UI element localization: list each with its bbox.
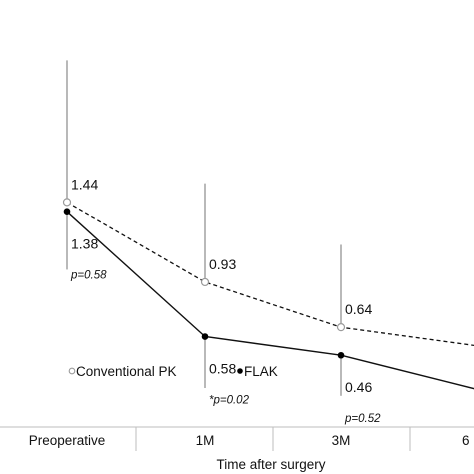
x-tick-label-2: 1M bbox=[196, 433, 215, 448]
point-flak-2 bbox=[201, 333, 209, 340]
p-value-label-3: p=0.52 bbox=[344, 413, 381, 425]
data-label-pk-3: 0.64 bbox=[345, 301, 372, 317]
line-flak bbox=[66, 211, 474, 390]
data-label-flak-1: 1.38 bbox=[71, 236, 98, 252]
data-label-flak-3: 0.46 bbox=[345, 379, 372, 395]
point-pk-2 bbox=[200, 277, 210, 287]
series-lines bbox=[66, 201, 474, 390]
legend-label-pk: Conventional PK bbox=[76, 364, 177, 379]
error-bars bbox=[66, 60, 342, 396]
line-conventional-pk bbox=[66, 201, 474, 347]
x-axis: Preoperative 1M 3M 6 bbox=[0, 426, 474, 451]
point-pk-1 bbox=[62, 198, 72, 207]
data-label-pk-1: 1.44 bbox=[71, 176, 98, 192]
data-points bbox=[62, 198, 346, 359]
point-pk-3 bbox=[336, 323, 346, 332]
p-value-label-2: *p=0.02 bbox=[209, 395, 250, 407]
x-tick-label-1: Preoperative bbox=[29, 433, 106, 448]
p-value-label-1: p=0.58 bbox=[70, 270, 107, 282]
legend-marker-pk bbox=[68, 367, 76, 375]
data-label-flak-2: 0.58 bbox=[209, 361, 236, 377]
legend-marker-flak bbox=[237, 368, 243, 374]
data-label-pk-2: 0.93 bbox=[209, 256, 236, 272]
x-tick-label-3: 3M bbox=[332, 433, 351, 448]
data-labels: 1.44 0.93 0.64 1.38 0.58 0.46 p=0.58 *p=0.02 p=0… bbox=[70, 176, 381, 425]
x-axis-title: Time after surgery bbox=[216, 457, 325, 472]
point-flak-1 bbox=[63, 208, 71, 216]
legend: Conventional PK FLAK bbox=[68, 364, 278, 379]
x-tick-label-4: 6 bbox=[462, 433, 470, 448]
point-flak-3 bbox=[337, 351, 345, 359]
legend-label-flak: FLAK bbox=[244, 364, 278, 379]
